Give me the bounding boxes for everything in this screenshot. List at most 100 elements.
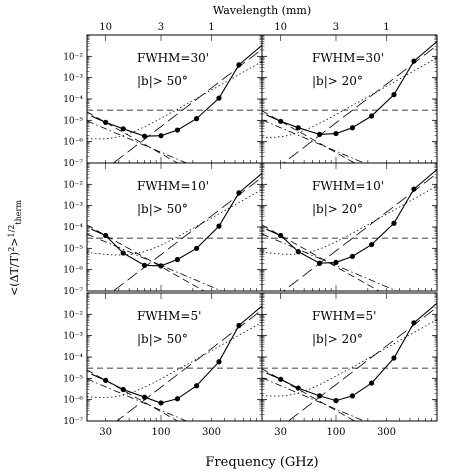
y-tick-label: 10⁻³ xyxy=(63,202,83,212)
free-free-curve xyxy=(262,377,365,421)
y-tick-label: 10⁻⁵ xyxy=(63,116,83,126)
free-free-curve xyxy=(87,120,188,163)
y-tick-label: 10⁻⁵ xyxy=(63,374,83,384)
data-point xyxy=(349,253,356,259)
total-curve xyxy=(266,41,437,135)
panels-grid: 10⁻⁷ 10⁻⁶ 10⁻⁵ 10⁻⁴ 10⁻³ 10⁻² 10 3 1 FWHM=30' |b|>… xyxy=(63,22,438,438)
data-point xyxy=(391,220,397,226)
synchrotron-curve xyxy=(262,368,356,421)
data-point xyxy=(103,232,109,239)
panel-frame xyxy=(261,162,438,292)
fwhm-label: FWHM=30' xyxy=(137,51,209,65)
y-tick-label: 10⁻⁷ xyxy=(63,417,83,427)
latitude-label: |b|> 50° xyxy=(137,202,188,216)
y-tick-label: 10⁻³ xyxy=(63,74,83,84)
point-source-curve xyxy=(87,321,262,398)
point-source-curve xyxy=(262,185,437,255)
dust-curve xyxy=(282,45,437,163)
panel-3: 10⁻⁷ 10⁻⁶ 10⁻⁵ 10⁻⁴ 10⁻³ 10⁻² FWHM=10' |b|> 50° xyxy=(63,162,263,297)
fwhm-label: FWHM=5' xyxy=(137,309,201,323)
y-axis-label-close: > xyxy=(8,237,21,246)
y-axis-label-exp: 1/2 xyxy=(7,225,16,238)
data-point xyxy=(349,125,356,131)
data-point xyxy=(333,259,339,265)
y-tick-label: 10⁻² xyxy=(63,52,83,62)
point-source-curve xyxy=(87,189,262,256)
y-axis-label-sub: therm xyxy=(14,200,23,225)
y-tick-label: 10⁻⁶ xyxy=(63,266,83,276)
data-point xyxy=(411,320,417,326)
panel-4: FWHM=10' |b|> 20° xyxy=(261,162,438,292)
synchrotron-curve xyxy=(262,110,356,163)
data-point xyxy=(141,133,148,139)
data-point xyxy=(236,62,242,68)
data-point xyxy=(174,256,181,263)
y-tick-label: 10⁻⁷ xyxy=(63,287,83,297)
synchrotron-curve xyxy=(87,111,179,163)
y-tick-label: 10⁻² xyxy=(63,310,83,320)
total-curve xyxy=(91,305,262,404)
top-axis-label: Wavelength (mm) xyxy=(213,4,311,17)
bottom-axis-label: Frequency (GHz) xyxy=(205,455,318,470)
data-point xyxy=(369,241,375,248)
point-source-curve xyxy=(262,319,437,397)
x-tick-label: 100 xyxy=(151,427,170,438)
data-point xyxy=(369,380,375,386)
fwhm-label: FWHM=30' xyxy=(312,51,384,65)
panel-2: 10 3 1 FWHM=30' |b|> 20° xyxy=(261,22,438,164)
data-point xyxy=(278,376,284,382)
data-point xyxy=(295,249,301,255)
data-point xyxy=(316,393,323,399)
data-point xyxy=(333,130,339,137)
data-point xyxy=(295,125,301,131)
panel-frame xyxy=(261,292,438,422)
data-point xyxy=(216,95,222,101)
data-point xyxy=(174,396,181,402)
y-axis-label-sup: 2 xyxy=(7,247,16,252)
data-point xyxy=(120,126,126,132)
y-tick-label: 10⁻⁷ xyxy=(63,159,83,169)
x-tick-label: 30 xyxy=(99,427,112,438)
total-curve xyxy=(91,44,262,137)
latitude-label: |b|> 50° xyxy=(137,332,188,346)
total-curve xyxy=(266,169,437,264)
fwhm-label: FWHM=5' xyxy=(312,309,376,323)
x-tick-label: 30 xyxy=(274,427,287,438)
data-point xyxy=(278,232,284,239)
y-tick-label: 10⁻² xyxy=(63,180,83,190)
latitude-label: |b|> 20° xyxy=(312,202,363,216)
y-tick-label: 10⁻⁵ xyxy=(63,244,83,254)
data-point xyxy=(295,385,301,391)
data-point xyxy=(194,383,200,389)
data-point xyxy=(411,58,417,64)
data-point xyxy=(194,245,200,251)
x-tick-label: 300 xyxy=(202,427,221,438)
data-point xyxy=(216,359,222,365)
data-point xyxy=(194,116,200,122)
wavelength-tick-label: 3 xyxy=(333,22,339,33)
point-source-curve xyxy=(262,57,437,138)
dust-curve xyxy=(112,176,262,291)
fwhm-label: FWHM=10' xyxy=(312,179,384,193)
data-point xyxy=(236,190,242,196)
total-curve xyxy=(91,172,262,267)
y-tick-label: 10⁻⁶ xyxy=(63,396,83,406)
data-point xyxy=(120,386,126,393)
data-point xyxy=(391,355,397,361)
data-point xyxy=(103,377,109,384)
wavelength-tick-label: 10 xyxy=(274,22,287,33)
data-point xyxy=(236,322,242,329)
data-point xyxy=(141,262,148,268)
data-point xyxy=(158,263,164,269)
data-point xyxy=(158,133,164,139)
latitude-label: |b|> 50° xyxy=(137,74,188,88)
y-tick-label: 10⁻⁴ xyxy=(63,353,83,363)
dust-curve xyxy=(116,309,262,421)
synchrotron-curve xyxy=(87,224,205,291)
x-tick-label: 100 xyxy=(326,427,345,438)
point-source-curve xyxy=(87,61,262,140)
wavelength-tick-label: 1 xyxy=(383,22,389,33)
data-point xyxy=(333,398,339,404)
wavelength-tick-label: 3 xyxy=(158,22,164,33)
